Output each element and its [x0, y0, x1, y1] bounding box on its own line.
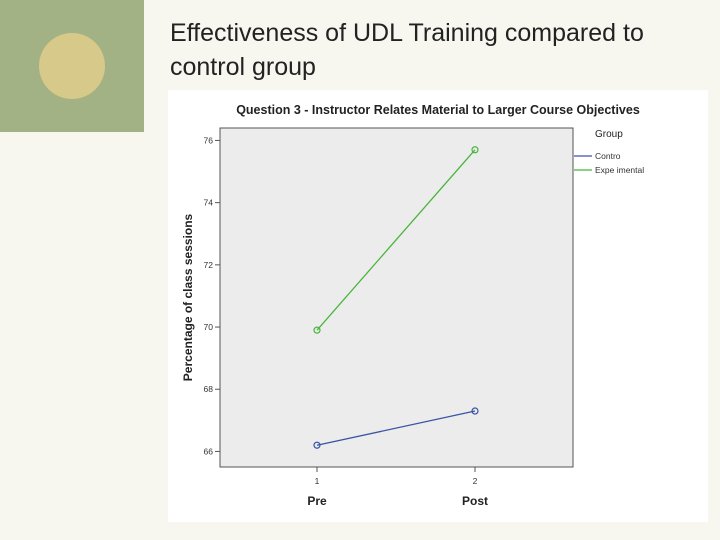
y-axis-label: Percentage of class sessions: [181, 213, 195, 381]
x-tick-label: 1: [315, 476, 320, 486]
decorative-circle: [39, 33, 105, 99]
series-line: [316, 410, 476, 446]
legend-label: Contro: [595, 151, 621, 161]
plot-area: [219, 127, 574, 468]
legend-label: Expe imental: [595, 165, 644, 175]
x-group-label: Post: [462, 494, 488, 508]
x-tick-label: 2: [473, 476, 478, 486]
series-line: [316, 149, 476, 331]
data-point: [471, 407, 479, 415]
data-point: [313, 326, 321, 334]
data-point: [471, 146, 479, 154]
y-tick-label: 66: [204, 446, 214, 456]
series-layer: [313, 146, 479, 449]
x-axis-ticks: 1 Pre 2 Post: [307, 467, 488, 508]
line-chart: Question 3 - Instructor Relates Material…: [181, 103, 644, 508]
y-tick-label: 68: [204, 384, 214, 394]
y-axis-ticks: 66 68 70 72 74 76: [204, 135, 220, 456]
y-tick-label: 70: [204, 322, 214, 332]
chart-panel: Question 3 - Instructor Relates Material…: [168, 90, 708, 522]
chart-title: Question 3 - Instructor Relates Material…: [236, 103, 640, 117]
legend-title: Group: [595, 129, 623, 140]
y-tick-label: 76: [204, 135, 214, 145]
x-group-label: Pre: [307, 494, 327, 508]
data-point: [313, 441, 321, 449]
y-tick-label: 74: [204, 198, 214, 208]
slide-title: Effectiveness of UDL Training compared t…: [170, 19, 644, 81]
legend: Group Contro Expe imental: [574, 129, 644, 175]
y-tick-label: 72: [204, 260, 214, 270]
